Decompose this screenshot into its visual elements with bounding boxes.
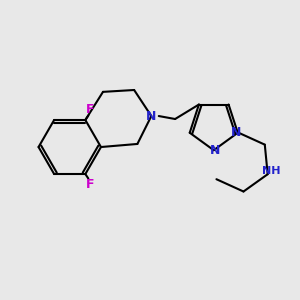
Text: N: N <box>210 144 220 157</box>
Text: NH: NH <box>262 166 280 176</box>
Text: N: N <box>146 110 157 122</box>
Text: N: N <box>231 126 242 139</box>
Text: F: F <box>85 178 94 191</box>
Text: F: F <box>85 103 94 116</box>
